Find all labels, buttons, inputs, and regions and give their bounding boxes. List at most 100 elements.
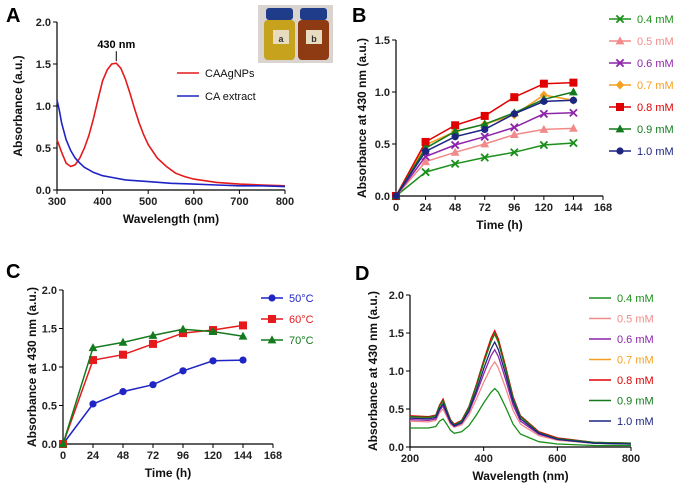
legend-key-4-marker <box>616 103 624 111</box>
legend-label: 0.9 mM <box>617 396 654 408</box>
y-tick-label: 1.5 <box>42 324 57 336</box>
legend-key-3-marker <box>615 80 625 90</box>
data-point <box>118 337 128 346</box>
data-point <box>569 78 578 87</box>
legend-label: 0.7 mM <box>637 80 674 92</box>
y-tick-label: 1.0 <box>42 362 57 374</box>
legend-key-1-marker <box>615 36 625 45</box>
legend-label: 0.8 mM <box>637 102 674 114</box>
panel-c-chart: 0 24 48 72 96 120 144 168 0.0 0.5 1.0 1.5 2.0 Time (h… <box>25 285 314 480</box>
x-tick-label: 800 <box>622 453 640 465</box>
legend-label: CAAgNPs <box>205 68 255 80</box>
data-point <box>451 121 460 130</box>
legend-key-0-marker <box>615 14 625 24</box>
data-point <box>480 111 489 120</box>
x-axis-title: Wavelength (nm) <box>472 469 568 483</box>
x-tick-label: 0 <box>393 202 399 214</box>
data-point <box>178 324 188 333</box>
y-tick-label: 1.5 <box>36 59 51 71</box>
data-point <box>480 153 489 162</box>
y-tick-label: 1.0 <box>375 87 390 99</box>
x-tick-label: 96 <box>508 202 520 214</box>
y-tick-label: 1.0 <box>36 101 51 113</box>
legend-label: 0.5 mM <box>637 36 674 48</box>
data-point <box>450 147 460 156</box>
x-tick-label: 120 <box>204 450 222 462</box>
legend-label: 0.4 mM <box>637 14 674 26</box>
data-point <box>540 97 548 105</box>
panel-letter-b: B <box>352 5 366 27</box>
y-tick-label: 0.0 <box>375 191 390 203</box>
legend-label: 0.7 mM <box>617 355 654 367</box>
data-point <box>510 93 519 102</box>
y-tick-label: 0.5 <box>42 401 57 413</box>
data-point <box>149 381 157 389</box>
x-tick-label: 200 <box>401 453 419 465</box>
data-point <box>239 321 247 330</box>
legend-key-2-marker <box>615 58 625 68</box>
y-axis-title: Absorbance at 430 nm (a.u.) <box>366 291 380 451</box>
data-point <box>539 79 548 88</box>
x-tick-label: 0 <box>60 450 66 462</box>
data-point <box>58 439 68 448</box>
data-point <box>421 157 430 166</box>
y-tick-label: 0.5 <box>36 143 51 155</box>
data-point <box>119 388 127 396</box>
legend-label: CA extract <box>205 91 256 103</box>
legend-label: 0.4 mM <box>617 293 654 305</box>
data-point <box>510 123 519 132</box>
x-tick-label: 72 <box>479 202 491 214</box>
legend-key-2-marker <box>267 335 277 344</box>
y-axis-title: Absorbance (a.u.) <box>11 55 25 156</box>
x-tick-label: 96 <box>177 450 189 462</box>
data-point <box>451 133 459 141</box>
panel-letter-c: C <box>6 261 20 283</box>
legend-key-5-marker <box>615 124 625 133</box>
data-point <box>179 367 187 375</box>
vial-a-cap <box>266 8 293 20</box>
data-point <box>480 119 490 128</box>
legend-label: 0.8 mM <box>617 375 654 387</box>
data-point <box>510 110 518 118</box>
legend-label: 60°C <box>289 314 314 326</box>
legend-label: 0.6 mM <box>617 334 654 346</box>
vial-b-label-patch <box>306 30 322 44</box>
y-tick-label: 2.0 <box>36 17 51 29</box>
y-tick-label: 1.0 <box>389 366 404 378</box>
data-point <box>569 123 578 132</box>
y-tick-label: 0.0 <box>36 185 51 197</box>
data-point <box>208 326 218 335</box>
series-line-ca-extract <box>56 99 286 188</box>
y-tick-label: 0.0 <box>389 442 404 454</box>
x-tick-label: 700 <box>230 196 248 208</box>
x-tick-label: 168 <box>594 202 612 214</box>
data-point <box>238 331 248 340</box>
panel-letter-a: A <box>6 5 20 27</box>
legend-label: 0.9 mM <box>637 124 674 136</box>
x-tick-label: 800 <box>276 196 294 208</box>
vial-a-label-patch <box>273 30 289 44</box>
data-point <box>421 147 430 155</box>
y-tick-label: 2.0 <box>42 285 57 297</box>
data-point <box>89 400 97 408</box>
x-tick-label: 48 <box>449 202 461 214</box>
data-point <box>481 125 489 134</box>
data-point <box>480 132 489 141</box>
x-tick-label: 500 <box>139 196 157 208</box>
y-axis-title: Absorbance at 430 nm (a.u.) <box>25 287 39 447</box>
data-point <box>239 356 247 364</box>
legend-key-1-marker <box>268 315 276 323</box>
x-tick-label: 144 <box>564 202 583 214</box>
vial-b-label: b <box>311 34 317 44</box>
data-point <box>421 137 430 146</box>
x-tick-label: 24 <box>419 202 432 214</box>
series-line-0.8-mM <box>409 329 632 444</box>
panel-b-chart: 0 24 48 72 96 120 144 168 0.0 0.5 1.0 1.5 Time (h) Ab… <box>355 14 674 232</box>
series-line-0.9-mM <box>409 332 632 444</box>
data-point <box>569 87 578 96</box>
vials-photo: a b <box>258 5 333 63</box>
legend-key-6-marker <box>616 147 624 155</box>
series-line-0.5-mM <box>409 360 632 445</box>
legend-key-0-marker <box>268 294 276 302</box>
